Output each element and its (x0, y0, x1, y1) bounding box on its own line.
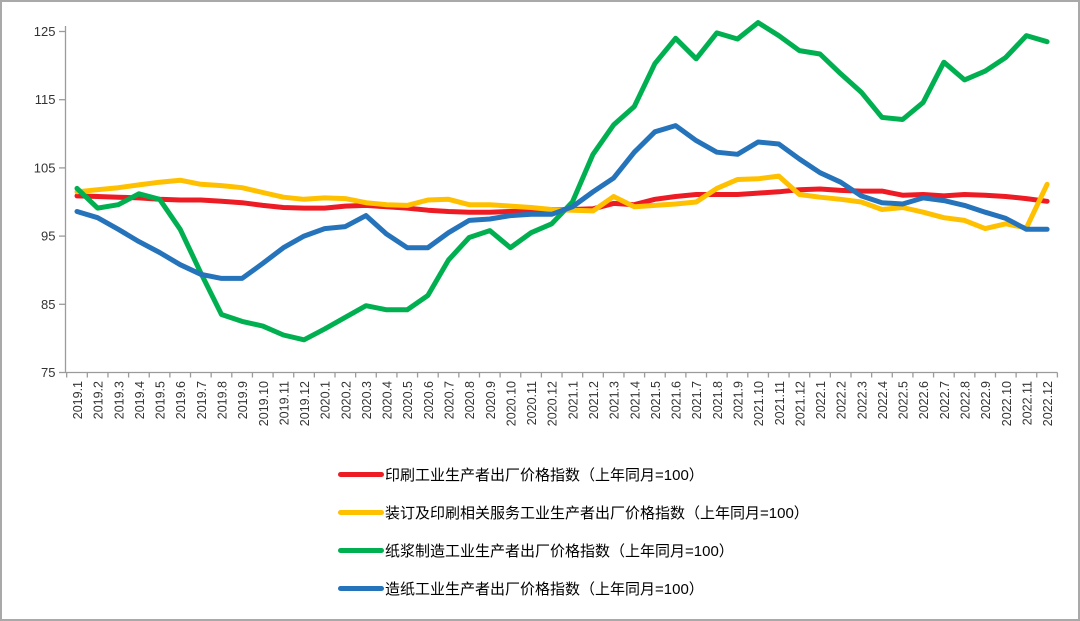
x-tick-label: 2021.8 (711, 381, 725, 419)
x-tick-label: 2020.7 (443, 381, 457, 419)
x-tick-label: 2021.7 (690, 381, 704, 419)
legend-swatch-papermaking (338, 585, 384, 591)
x-tick-label: 2019.4 (133, 381, 147, 419)
legend-label-printing: 印刷工业生产者出厂价格指数（上年同月=100） (385, 466, 704, 484)
x-tick-label: 2019.5 (154, 381, 168, 419)
x-tick-label: 2022.4 (876, 381, 890, 419)
x-tick-label: 2019.1 (71, 381, 85, 419)
x-tick-label: 2021.10 (752, 381, 766, 426)
x-tick-label: 2022.3 (855, 381, 869, 419)
x-tick-label: 2019.6 (174, 381, 188, 419)
x-tick-label: 2022.11 (1020, 381, 1034, 425)
x-tick-label: 2020.3 (360, 381, 374, 419)
x-tick-label: 2021.9 (731, 381, 745, 419)
legend-item-printing: 印刷工业生产者出厂价格指数（上年同月=100） (338, 455, 809, 493)
x-tick-label: 2019.3 (112, 381, 126, 419)
x-tick-label: 2019.8 (215, 381, 229, 419)
x-tick-label: 2019.10 (257, 381, 271, 426)
x-tick-label: 2022.8 (959, 381, 973, 419)
x-tick-label: 2021.6 (670, 381, 684, 419)
legend-item-pulp-manufacturing: 纸浆制造工业生产者出厂价格指数（上年同月=100） (338, 531, 809, 569)
x-tick-label: 2020.11 (525, 381, 539, 425)
x-tick-label: 2020.2 (339, 381, 353, 419)
x-tick-label: 2022.12 (1041, 381, 1055, 426)
legend-item-binding-printing-services: 装订及印刷相关服务工业生产者出厂价格指数（上年同月=100） (338, 493, 809, 531)
y-axis-labels: 75 85 95 105 115 125 (34, 24, 56, 380)
x-tick-label: 2020.1 (319, 381, 333, 419)
y-tick-label: 125 (34, 24, 56, 39)
x-tick-label: 2022.5 (897, 381, 911, 419)
x-tick-label: 2021.1 (566, 381, 580, 419)
legend-swatch-binding-printing-services (338, 509, 384, 515)
legend-label-binding-printing-services: 装订及印刷相关服务工业生产者出厂价格指数（上年同月=100） (385, 504, 809, 522)
legend-item-papermaking: 造纸工业生产者出厂价格指数（上年同月=100） (338, 569, 809, 607)
x-tick-label: 2019.2 (92, 381, 106, 419)
series-line-pulp-manufacturing (74, 20, 1050, 343)
legend-swatch-pulp-manufacturing (338, 547, 384, 553)
y-tick-label: 105 (34, 160, 56, 175)
y-tick-label: 95 (41, 229, 55, 244)
x-tick-label: 2021.5 (649, 381, 663, 419)
x-tick-label: 2021.2 (587, 381, 601, 419)
x-tick-label: 2019.12 (298, 381, 312, 426)
series-lines (74, 20, 1050, 343)
x-tick-label: 2022.7 (938, 381, 952, 419)
x-tick-label: 2019.11 (277, 381, 291, 425)
x-tick-label: 2019.9 (236, 381, 250, 419)
x-tick-label: 2020.10 (504, 381, 518, 426)
x-tick-label: 2021.11 (773, 381, 787, 425)
axes (59, 26, 1059, 378)
y-tick-label: 115 (35, 92, 56, 107)
series-line-papermaking (74, 123, 1050, 281)
x-tick-label: 2020.8 (463, 381, 477, 419)
chart-legend: 印刷工业生产者出厂价格指数（上年同月=100） 装订及印刷相关服务工业生产者出厂价… (338, 455, 809, 607)
x-tick-label: 2020.4 (381, 381, 395, 419)
x-tick-label: 2020.9 (484, 381, 498, 419)
y-tick-label: 75 (41, 365, 55, 380)
x-tick-label: 2022.6 (917, 381, 931, 419)
x-tick-label: 2021.3 (608, 381, 622, 419)
x-tick-label: 2022.1 (814, 381, 828, 419)
legend-label-papermaking: 造纸工业生产者出厂价格指数（上年同月=100） (385, 580, 704, 598)
x-axis-labels: 2019.1 2019.2 2019.3 2019.4 2019.5 2019.6 2019… (71, 381, 1055, 426)
x-tick-label: 2022.10 (1000, 381, 1014, 426)
x-tick-label: 2020.6 (422, 381, 436, 419)
x-tick-label: 2022.2 (835, 381, 849, 419)
x-tick-label: 2020.12 (546, 381, 560, 426)
x-tick-label: 2022.9 (979, 381, 993, 419)
x-tick-label: 2019.7 (195, 381, 209, 419)
x-tick-label: 2021.4 (628, 381, 642, 419)
y-tick-label: 85 (41, 297, 55, 312)
legend-swatch-printing (338, 471, 384, 477)
legend-label-pulp-manufacturing: 纸浆制造工业生产者出厂价格指数（上年同月=100） (385, 542, 734, 560)
x-tick-label: 2020.5 (401, 381, 415, 419)
x-tick-label: 2021.12 (793, 381, 807, 426)
